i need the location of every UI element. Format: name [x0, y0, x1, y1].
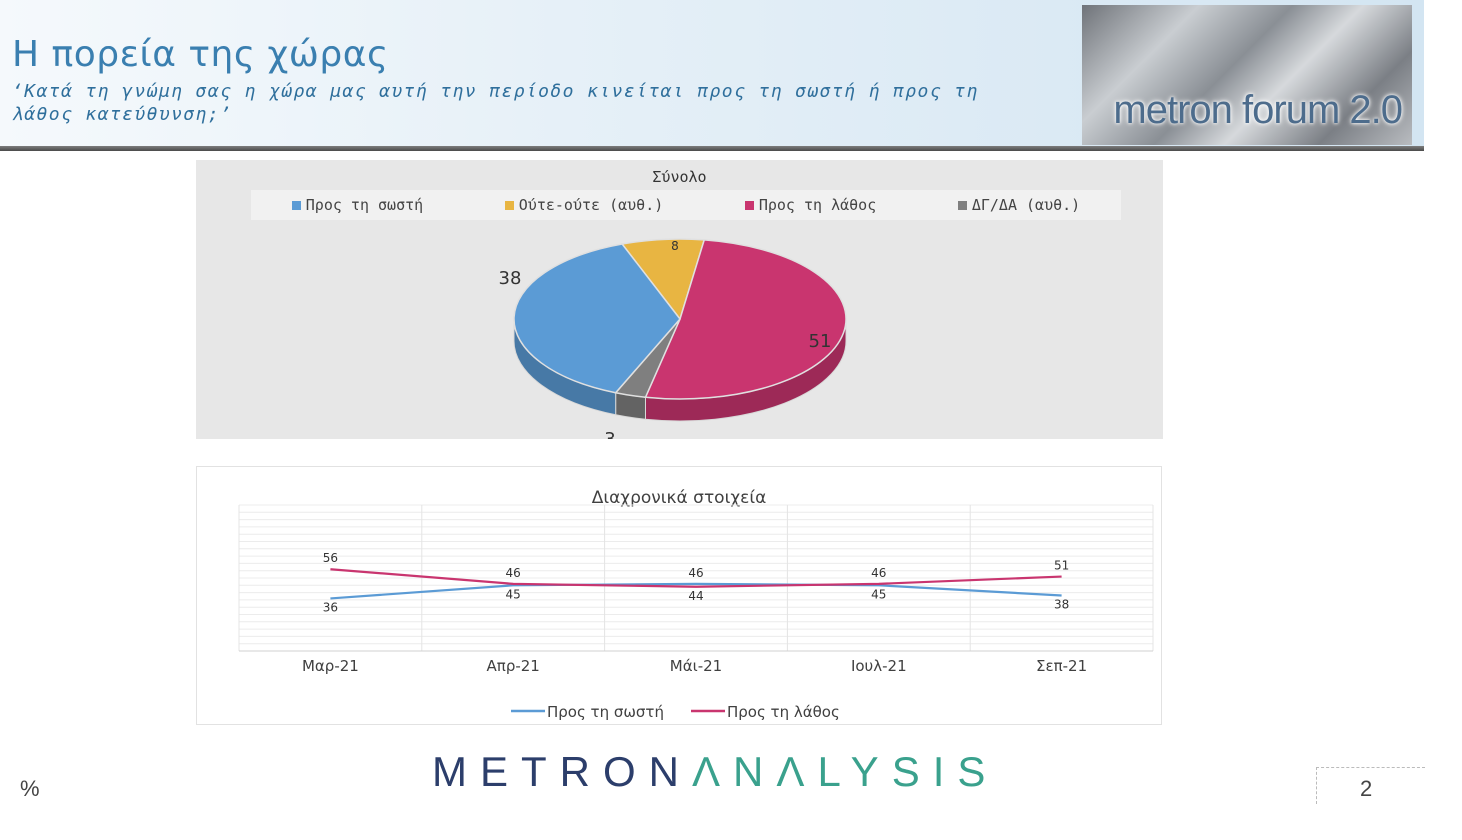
x-tick-label: Απρ-21 — [487, 657, 540, 675]
line-data-label: 45 — [506, 587, 521, 601]
line-data-label: 38 — [1054, 598, 1069, 612]
x-tick-label: Μαρ-21 — [302, 657, 359, 675]
unit-label: % — [20, 776, 40, 801]
legend-label: Προς τη λάθος — [727, 703, 840, 721]
line-data-label: 46 — [688, 566, 703, 580]
pie-data-label: 38 — [499, 268, 522, 289]
line-data-label: 51 — [1054, 559, 1069, 573]
pie-data-label: 8 — [671, 239, 679, 253]
pie-chart: 8 51 3 38 — [499, 238, 847, 439]
x-tick-label: Σεπ-21 — [1036, 657, 1087, 675]
pie-legend-item: Προς τη λάθος — [744, 196, 877, 214]
metron-forum-logo: metron forum 2.0 — [1082, 5, 1412, 145]
header-divider — [0, 146, 1424, 151]
series-line — [330, 568, 1062, 588]
pie-data-label: 51 — [809, 331, 832, 352]
page-number: 2 — [1360, 776, 1373, 801]
slide-header: Η πορεία της χώρας ‘Κατά τη γνώμη σας η … — [0, 0, 1424, 150]
legend-label: Προς τη σωστή — [547, 703, 664, 721]
legend-label: Προς τη λάθος — [758, 196, 877, 214]
line-data-label: 36 — [323, 600, 338, 614]
slide-title: Η πορεία της χώρας — [12, 34, 389, 75]
legend-label: Ούτε-ούτε (αυθ.) — [518, 196, 664, 214]
pie-chart-panel: Σύνολο Προς τη σωστή Ούτε-ούτε (αυθ.) Πρ… — [196, 160, 1163, 439]
legend-swatch — [504, 200, 514, 210]
pie-data-label: 3 — [604, 429, 615, 439]
line-data-label: 44 — [688, 589, 703, 603]
brand-metron: METRON — [432, 748, 692, 795]
legend-label: ΔΓ/ΔΑ (αυθ.) — [971, 196, 1081, 214]
line-chart: Διαχρονικά στοιχεία Μαρ-21 Απρ-21 Μάι-21 Ιου… — [238, 488, 1154, 721]
pie-legend-item: ΔΓ/ΔΑ (αυθ.) — [957, 196, 1081, 214]
line-chart-title: Διαχρονικά στοιχεία — [592, 488, 767, 508]
line-data-label: 45 — [871, 587, 886, 601]
pie-legend-item: Προς τη σωστή — [291, 196, 424, 214]
line-data-label: 46 — [506, 566, 521, 580]
pie-chart-title: Σύνολο — [652, 168, 707, 186]
line-chart-panel: Διαχρονικά στοιχεία Μαρ-21 Απρ-21 Μάι-21 Ιου… — [196, 466, 1162, 725]
legend-label: Προς τη σωστή — [305, 196, 424, 214]
line-data-label: 46 — [871, 566, 886, 580]
page-number-box — [1316, 767, 1425, 804]
slide-subtitle: ‘Κατά τη γνώμη σας η χώρα μας αυτή την π… — [12, 81, 979, 125]
pie-slice — [513, 243, 681, 394]
legend-swatch — [291, 200, 301, 210]
legend-swatch — [744, 200, 754, 210]
logo-text: metron forum 2.0 — [1113, 88, 1403, 132]
x-tick-label: Ιουλ-21 — [851, 657, 907, 675]
brand-analysis: ΛNΛLYSIS — [692, 748, 999, 795]
x-tick-label: Μάι-21 — [670, 657, 722, 675]
pie-slice — [644, 239, 847, 400]
metron-analysis-logo: METRONΛNΛLYSIS — [432, 748, 998, 796]
pie-legend-item: Ούτε-ούτε (αυθ.) — [504, 196, 664, 214]
legend-swatch — [957, 200, 967, 210]
series-line — [330, 582, 1062, 600]
line-data-label: 56 — [323, 551, 338, 565]
line-legend: Προς τη σωστή Προς τη λάθος — [511, 703, 840, 721]
pie-legend: Προς τη σωστή Ούτε-ούτε (αυθ.) Προς τη λ… — [251, 190, 1121, 220]
